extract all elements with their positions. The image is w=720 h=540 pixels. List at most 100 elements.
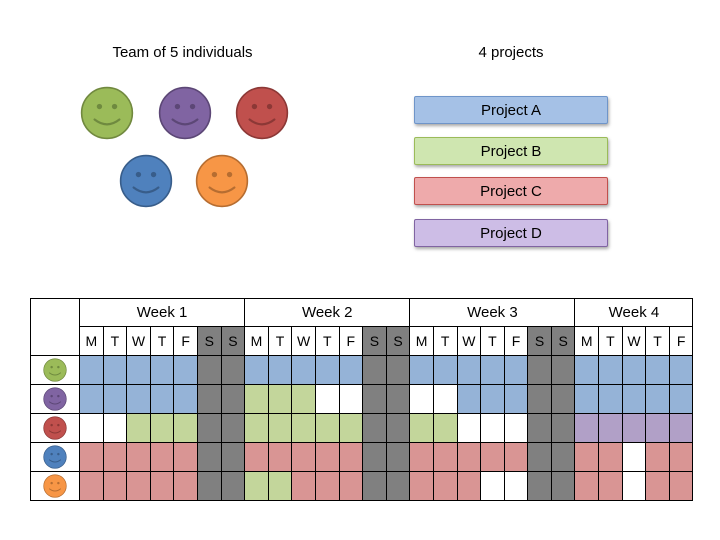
- assignment-cell: [574, 384, 600, 414]
- red-member-smiley-icon-mini: [43, 416, 67, 440]
- schedule-row: [30, 413, 694, 443]
- week-header: Week 2: [244, 298, 411, 327]
- day-header: S: [385, 326, 411, 356]
- red-member-face: [235, 86, 289, 145]
- assignment-cell: [456, 471, 482, 501]
- empty-cell: [480, 471, 505, 501]
- assignment-cell: [598, 471, 623, 501]
- assignment-cell: [149, 355, 175, 385]
- assignment-cell: [456, 442, 482, 472]
- assignment-cell: [574, 355, 600, 385]
- project-box-c: Project C: [414, 177, 608, 205]
- assignment-cell: [102, 384, 128, 414]
- assignment-cell: [149, 471, 175, 501]
- assignment-cell: [267, 384, 293, 414]
- day-header: M: [409, 326, 434, 356]
- assignment-cell: [621, 413, 647, 443]
- empty-cell: [314, 384, 340, 414]
- green-member-smiley-icon: [80, 86, 134, 140]
- assignment-cell: [314, 442, 340, 472]
- orange-member-smiley-icon-mini: [43, 474, 67, 498]
- assignment-cell: [456, 355, 482, 385]
- assignment-cell: [645, 355, 670, 385]
- assignment-cell: [338, 442, 364, 472]
- purple-member-smiley-icon-mini: [43, 387, 67, 411]
- assignment-cell: [598, 442, 623, 472]
- day-header: F: [173, 326, 198, 356]
- assignment-cell: [338, 355, 364, 385]
- empty-cell: [480, 413, 505, 443]
- day-header: T: [102, 326, 128, 356]
- schedule-row: [30, 442, 694, 472]
- weekend-cell: [527, 413, 552, 443]
- empty-cell: [503, 413, 529, 443]
- assignment-cell: [480, 384, 505, 414]
- weekend-cell: [550, 442, 576, 472]
- assignment-cell: [409, 471, 434, 501]
- green-member-face: [80, 86, 134, 145]
- assignment-cell: [621, 355, 647, 385]
- assignment-cell: [126, 413, 151, 443]
- week-header: Week 1: [78, 298, 246, 327]
- member-cell: [30, 413, 80, 443]
- assignment-cell: [173, 384, 198, 414]
- assignment-cell: [291, 355, 316, 385]
- assignment-cell: [621, 384, 647, 414]
- blue-member-face: [119, 154, 173, 213]
- assignment-cell: [480, 355, 505, 385]
- week-header: Week 3: [409, 298, 576, 327]
- orange-member-face: [195, 154, 249, 213]
- assignment-cell: [267, 471, 293, 501]
- weekend-cell: [220, 355, 246, 385]
- weekend-cell: [196, 355, 222, 385]
- red-member-smiley-icon: [235, 86, 289, 140]
- empty-cell: [456, 413, 482, 443]
- assignment-cell: [102, 355, 128, 385]
- assignment-cell: [668, 471, 694, 501]
- weekend-cell: [385, 442, 411, 472]
- schedule-row: [30, 355, 694, 385]
- assignment-cell: [645, 471, 670, 501]
- assignment-cell: [645, 442, 670, 472]
- corner-cell: [30, 298, 80, 356]
- assignment-cell: [79, 442, 104, 472]
- day-header: W: [621, 326, 647, 356]
- weekend-cell: [362, 384, 387, 414]
- assignment-cell: [480, 442, 505, 472]
- assignment-cell: [503, 355, 529, 385]
- day-header: T: [432, 326, 458, 356]
- day-header: T: [314, 326, 340, 356]
- assignment-cell: [79, 355, 104, 385]
- assignment-cell: [668, 413, 694, 443]
- weekend-cell: [550, 413, 576, 443]
- assignment-cell: [314, 413, 340, 443]
- assignment-cell: [149, 442, 175, 472]
- projects-heading: 4 projects: [478, 44, 544, 61]
- day-header: W: [126, 326, 151, 356]
- assignment-cell: [409, 413, 434, 443]
- assignment-cell: [338, 471, 364, 501]
- assignment-cell: [598, 355, 623, 385]
- weekend-cell: [220, 442, 246, 472]
- assignment-cell: [126, 471, 151, 501]
- assignment-cell: [503, 384, 529, 414]
- day-header: T: [480, 326, 505, 356]
- blue-member-smiley-icon: [119, 154, 173, 208]
- schedule-row: [30, 471, 694, 501]
- weekend-cell: [527, 384, 552, 414]
- project-box-b: Project B: [414, 137, 608, 165]
- assignment-cell: [126, 442, 151, 472]
- assignment-cell: [149, 413, 175, 443]
- assignment-cell: [244, 355, 269, 385]
- assignment-cell: [598, 413, 623, 443]
- weekend-cell: [220, 384, 246, 414]
- day-header: S: [527, 326, 552, 356]
- assignment-cell: [126, 384, 151, 414]
- day-header: M: [244, 326, 269, 356]
- day-header: T: [267, 326, 293, 356]
- assignment-cell: [456, 384, 482, 414]
- assignment-cell: [432, 471, 458, 501]
- blue-member-smiley-icon-mini: [43, 445, 67, 469]
